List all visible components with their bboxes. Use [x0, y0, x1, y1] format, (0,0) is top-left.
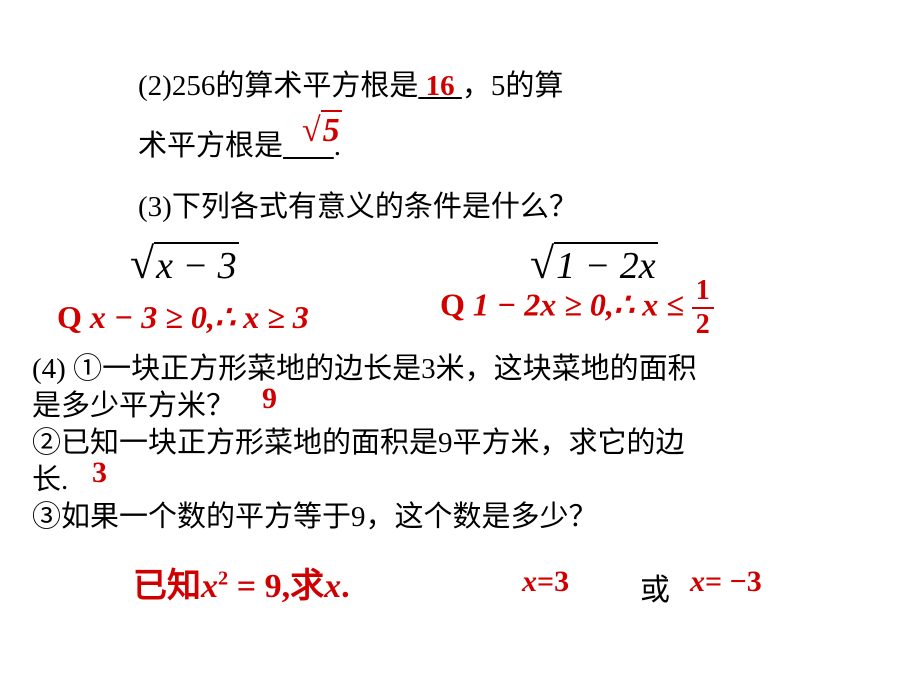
q4-sol-var: x: [201, 568, 218, 605]
q3-sol1-text: x − 3 ≥ 0,∴ x ≥ 3: [90, 299, 309, 335]
q4-ans2: x= −3: [690, 565, 762, 599]
q3-sol2-num: 1: [692, 275, 714, 309]
q2-line1: (2)256的算术平方根是 16 ，5的算: [138, 62, 563, 104]
q4-sol: 已知x2 = 9,求x.: [133, 558, 350, 607]
q4-p1-line1: (4) ①一块正方形菜地的边长是3米，这块菜地的面积: [32, 345, 697, 387]
q2-sqrt5-radicand: 5: [323, 112, 340, 149]
q3-prompt: (3)下列各式有意义的条件是什么？: [138, 183, 578, 225]
q3-sol2-because: Q: [440, 286, 465, 322]
q4-p1-answer: 9: [262, 382, 277, 416]
q2-prefix: (2)256的算术平方根是: [138, 70, 418, 102]
q4-p1-line2: 是多少平方米？: [32, 382, 235, 424]
q4-p2-line1: ②已知一块正方形菜地的面积是9平方米，求它的边: [32, 419, 685, 461]
q4-ans1-eq: =3: [537, 565, 569, 598]
q4-sol-suffix: 求: [290, 568, 324, 605]
q4-or: 或: [640, 574, 670, 607]
q4-ans2-var: x: [690, 565, 705, 598]
q3-sol1-because: Q: [57, 299, 82, 335]
q4-sol-period: .: [341, 568, 350, 605]
q4-p3: ③如果一个数的平方等于9，这个数是多少？: [32, 493, 598, 535]
q4-p2-line2: 长.: [32, 456, 68, 498]
q2-line2-prefix: 术平方根是: [138, 130, 283, 162]
q4-p2-answer: 3: [92, 456, 107, 490]
q3-sol2-den: 2: [692, 309, 714, 341]
q2-answer1: 16: [426, 70, 455, 102]
q4-ans1: x=3: [522, 565, 569, 599]
q4-sol-exp: 2: [218, 568, 228, 590]
q4-or-group: 或: [640, 565, 670, 609]
q3-sol2: Q 1 − 2x ≥ 0,∴ x ≤ 12: [440, 275, 714, 341]
q4-sol-eq: = 9,: [228, 568, 290, 605]
q4-ans1-var: x: [522, 565, 537, 598]
q3-sol1: Q x − 3 ≥ 0,∴ x ≥ 3: [57, 298, 309, 336]
q3-sol2-left: 1 − 2x ≥ 0,∴ x ≤: [473, 286, 684, 322]
q2-middle: ，5的算: [462, 70, 564, 102]
q4-ans2-eq: = −3: [705, 565, 762, 598]
q3-expr1: √x − 3: [130, 238, 239, 289]
q4-sol-prefix: 已知: [133, 568, 201, 605]
q3-expr1-radicand: x − 3: [156, 245, 237, 287]
q2-answer2-sqrt: √5: [302, 110, 342, 150]
q4-sol-var2: x: [324, 568, 341, 605]
